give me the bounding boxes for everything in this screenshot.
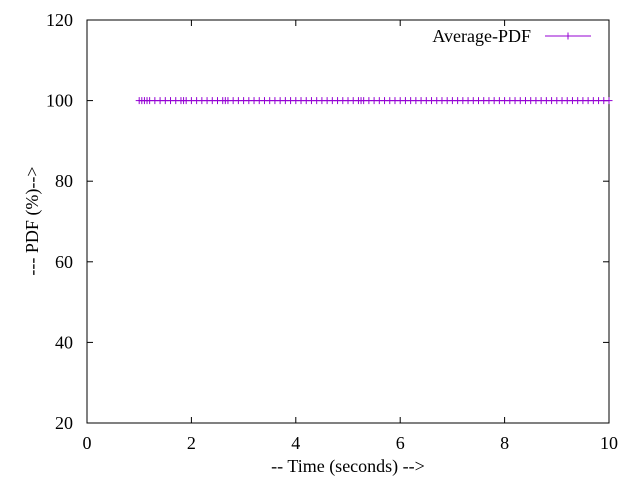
x-tick-label: 10 bbox=[600, 433, 618, 453]
legend-label: Average-PDF bbox=[432, 26, 531, 46]
plot-area bbox=[86, 19, 610, 424]
y-tick-labels: 20 40 60 80 100 120 bbox=[46, 10, 73, 433]
x-tick-label: 0 bbox=[83, 433, 92, 453]
y-tick-label: 20 bbox=[55, 413, 73, 433]
x-tick-labels: 0 2 4 6 8 10 bbox=[83, 433, 619, 453]
x-tick-label: 2 bbox=[187, 433, 196, 453]
y-tick-label: 80 bbox=[55, 171, 73, 191]
y-tick-label: 60 bbox=[55, 252, 73, 272]
legend: Average-PDF bbox=[432, 26, 591, 46]
y-tick-label: 120 bbox=[46, 10, 73, 30]
data-point bbox=[605, 97, 613, 105]
y-axis-title: --- PDF (%)--> bbox=[22, 166, 43, 275]
x-tick-label: 4 bbox=[291, 433, 300, 453]
y-tick-label: 100 bbox=[46, 91, 73, 111]
x-axis-title: -- Time (seconds) --> bbox=[271, 456, 425, 477]
series-layer bbox=[135, 97, 613, 105]
x-tick-label: 6 bbox=[396, 433, 405, 453]
x-tick-label: 8 bbox=[500, 433, 509, 453]
axis-ticks bbox=[86, 19, 610, 424]
legend-marker bbox=[564, 32, 572, 40]
y-tick-label: 40 bbox=[55, 332, 73, 352]
